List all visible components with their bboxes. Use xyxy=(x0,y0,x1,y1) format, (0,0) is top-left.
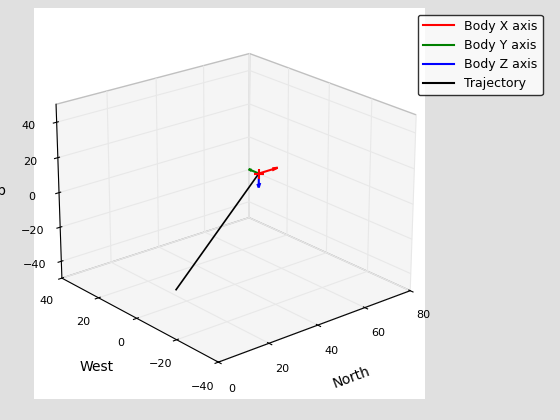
Legend: Body X axis, Body Y axis, Body Z axis, Trajectory: Body X axis, Body Y axis, Body Z axis, T… xyxy=(418,15,543,95)
X-axis label: North: North xyxy=(331,364,372,391)
Y-axis label: West: West xyxy=(80,360,114,374)
